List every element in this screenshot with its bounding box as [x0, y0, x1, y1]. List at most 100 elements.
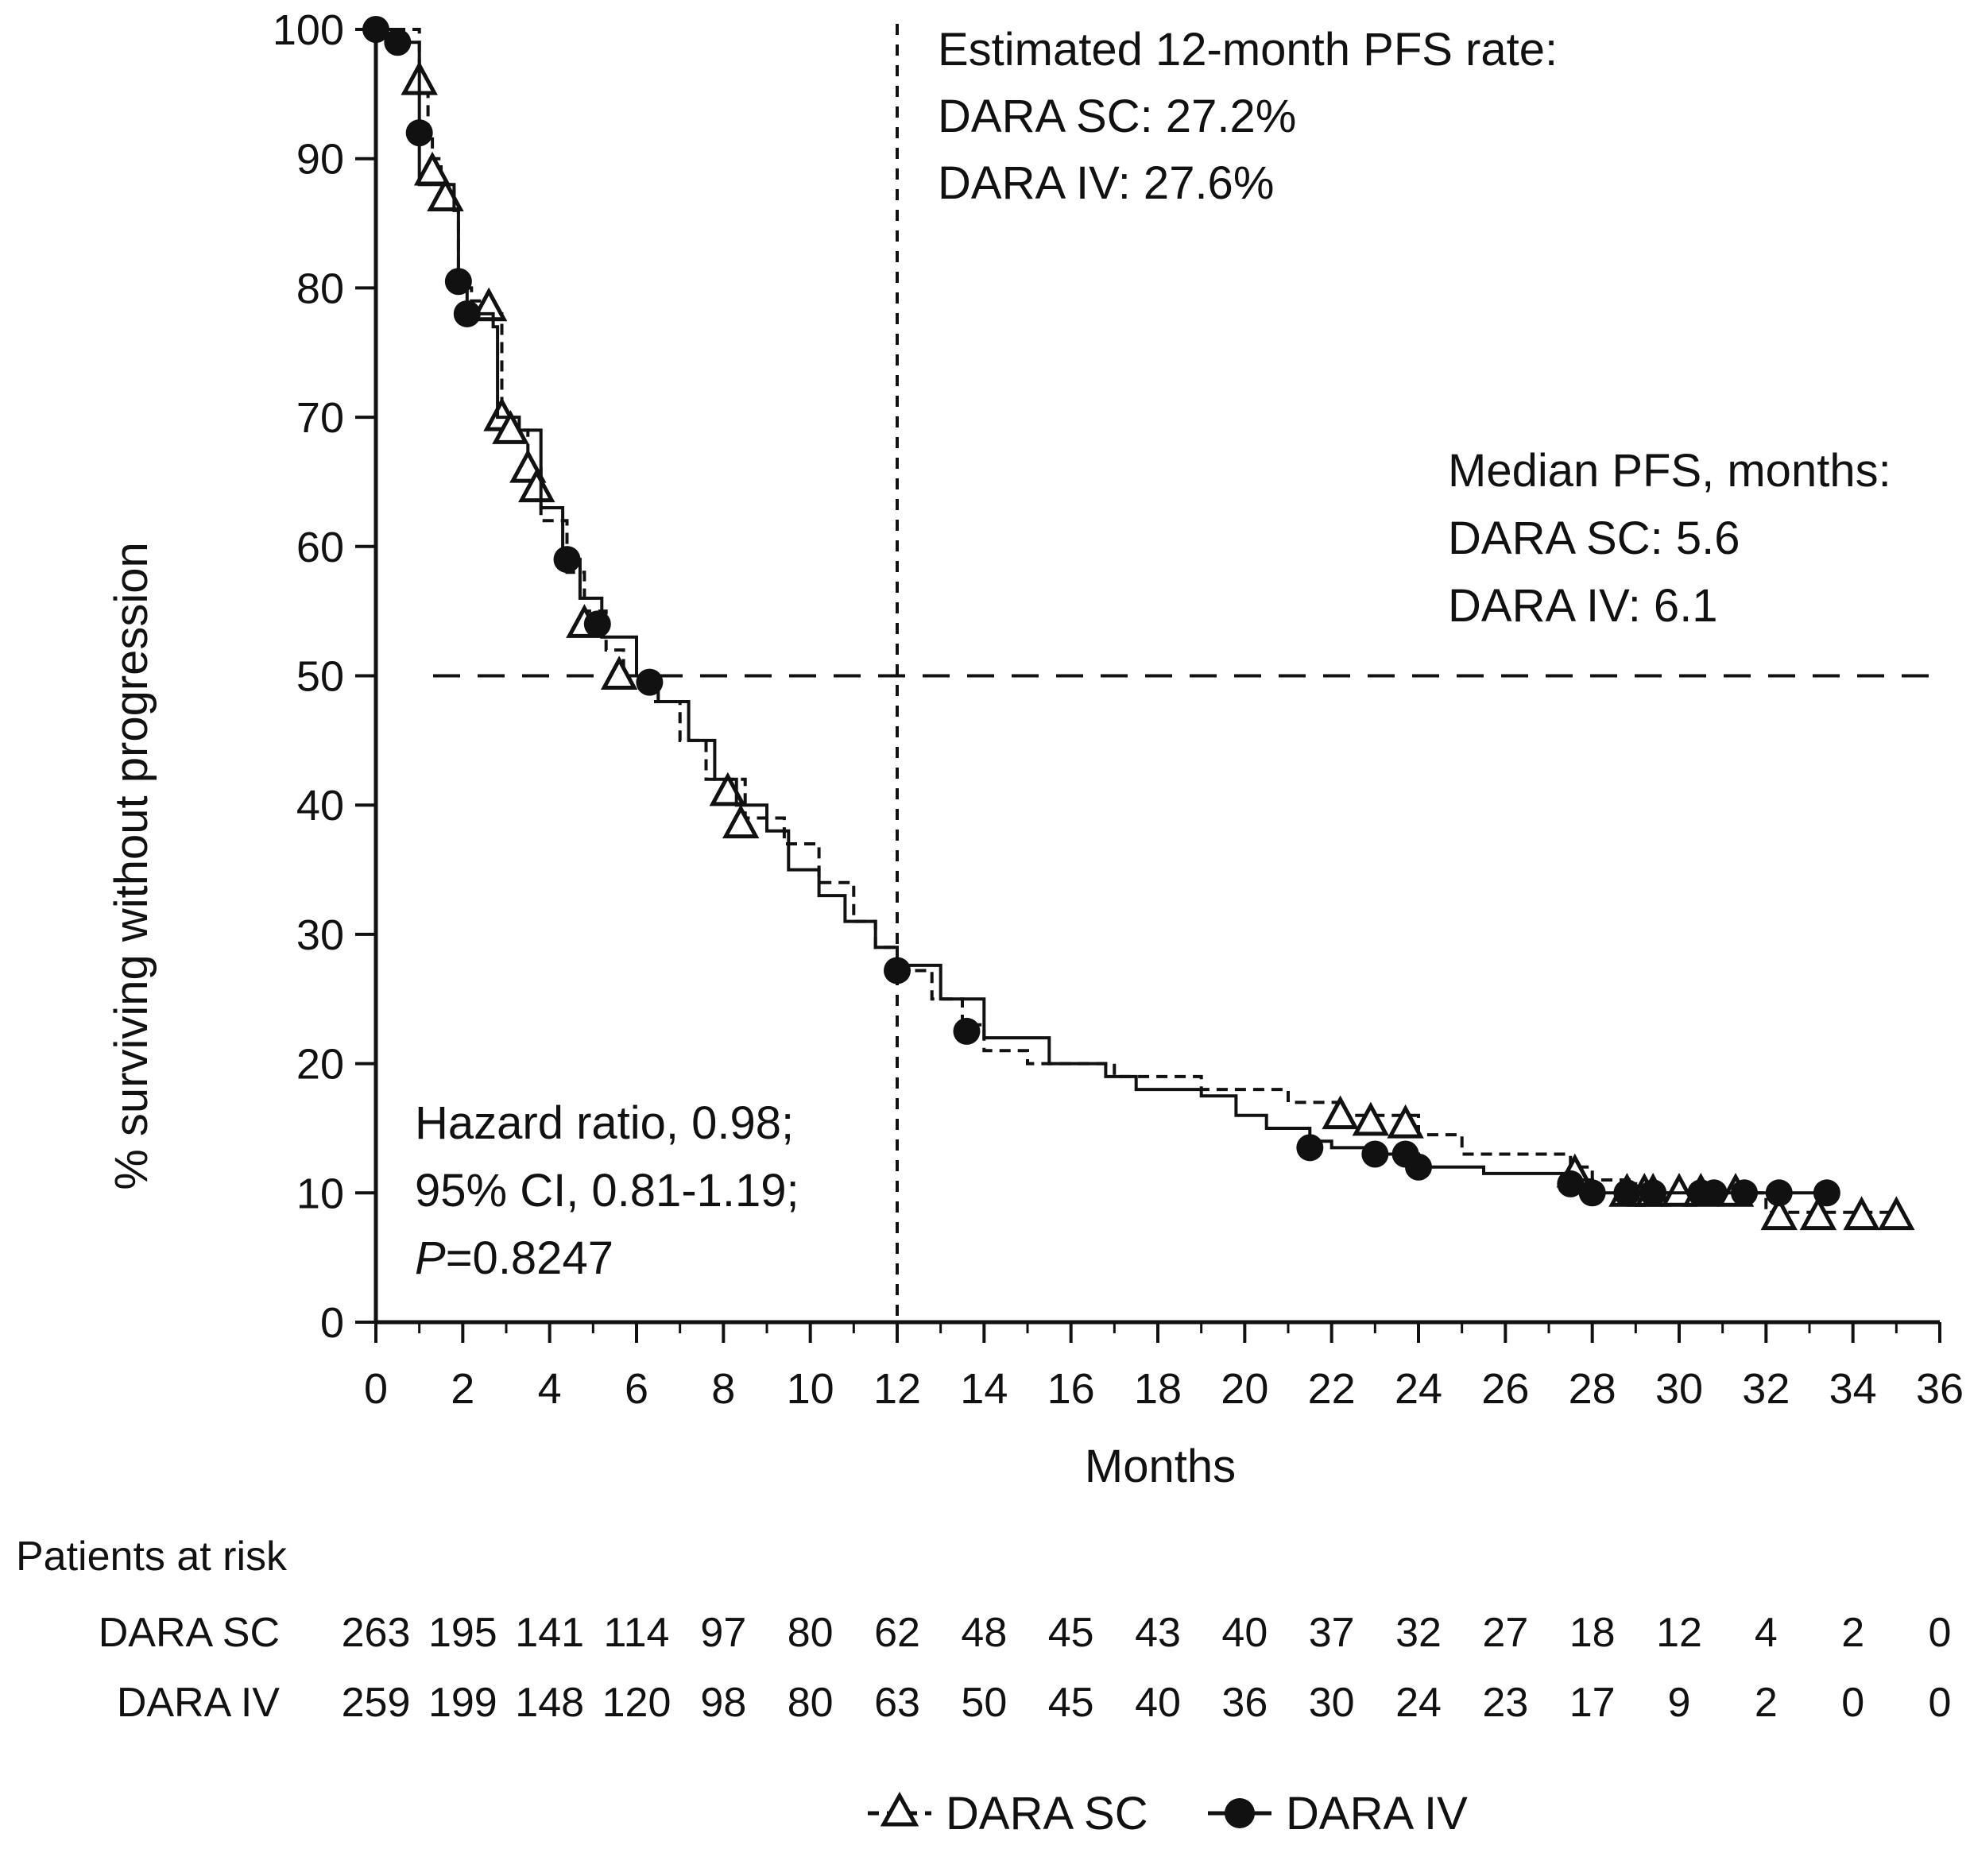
risk-value-iv-16: 45: [1048, 1680, 1094, 1726]
y-tick-label-10: 10: [296, 1170, 344, 1217]
pfs-rate-annotation: Estimated 12-month PFS rate: DARA SC: 27…: [938, 24, 1558, 209]
risk-value-sc-32: 4: [1755, 1610, 1778, 1656]
risk-value-sc-20: 40: [1221, 1610, 1268, 1656]
censor-mark-iv-7: [636, 668, 664, 696]
risk-value-iv-6: 120: [602, 1680, 672, 1726]
series-line-sc: [376, 28, 1897, 1214]
hazard-annotation: Hazard ratio, 0.98; 95% CI, 0.81-1.19; P…: [415, 1097, 799, 1284]
median-pfs-line-2: DARA SC: 5.6: [1448, 513, 1740, 564]
p-value-line: P=0.8247: [415, 1232, 613, 1284]
y-tick-label-0: 0: [320, 1299, 344, 1347]
censor-mark-sc-25: [1878, 1196, 1915, 1231]
censor-mark-sc-22: [1760, 1196, 1798, 1231]
censor-mark-sc-23: [1799, 1196, 1837, 1231]
risk-value-iv-20: 36: [1221, 1680, 1268, 1726]
censor-mark-iv-19: [1700, 1179, 1728, 1207]
y-tick-label-60: 60: [296, 524, 344, 571]
risk-value-iv-22: 30: [1309, 1680, 1355, 1726]
median-pfs-line-1: Median PFS, months:: [1448, 445, 1891, 497]
risk-value-iv-2: 199: [428, 1680, 497, 1726]
censor-mark-sc-12: [1322, 1095, 1359, 1130]
censor-mark-iv-13: [1405, 1153, 1432, 1181]
risk-value-sc-2: 195: [428, 1610, 497, 1656]
censor-mark-iv-5: [553, 546, 581, 574]
x-tick-label-2: 2: [451, 1365, 474, 1413]
median-pfs-line-3: DARA IV: 6.1: [1448, 580, 1718, 632]
reference-lines: [433, 24, 1940, 1322]
y-tick-label-90: 90: [296, 136, 344, 184]
legend-iv-label: DARA IV: [1286, 1788, 1468, 1839]
x-tick-label-36: 36: [1916, 1365, 1964, 1413]
y-tick-label-100: 100: [273, 6, 344, 54]
censor-mark-iv-4: [453, 300, 481, 327]
x-tick-label-22: 22: [1308, 1365, 1356, 1413]
censor-mark-iv-16: [1613, 1179, 1641, 1207]
risk-table-values: 263 195 141 114 97 80 62 48 45 43 40 37 32 27 18 12 4 2 02…: [342, 1610, 1952, 1726]
risk-value-sc-4: 141: [515, 1610, 584, 1656]
x-tick-label-28: 28: [1569, 1365, 1616, 1413]
censor-mark-sc-24: [1843, 1196, 1880, 1231]
risk-value-iv-14: 50: [961, 1680, 1007, 1726]
risk-value-sc-36: 0: [1929, 1610, 1952, 1656]
y-tick-label-80: 80: [296, 265, 344, 312]
x-tick-label-26: 26: [1481, 1365, 1529, 1413]
legend-iv-marker: [1225, 1798, 1255, 1828]
p-symbol: P: [415, 1232, 446, 1284]
censor-mark-iv-10: [1296, 1134, 1324, 1162]
x-tick-label-4: 4: [538, 1365, 562, 1413]
x-tick-label-10: 10: [787, 1365, 834, 1413]
y-tick-label-40: 40: [296, 782, 344, 830]
x-axis-title: Months: [1085, 1441, 1236, 1492]
risk-value-iv-34: 0: [1841, 1680, 1864, 1726]
censor-mark-sc-19: [1660, 1173, 1698, 1207]
censor-mark-iv-2: [405, 119, 433, 147]
legend: DARA SC DARA IV: [868, 1788, 1468, 1839]
risk-value-iv-10: 80: [788, 1680, 834, 1726]
risk-value-sc-6: 114: [604, 1610, 670, 1656]
x-tick-label-32: 32: [1742, 1365, 1790, 1413]
risk-value-sc-30: 12: [1656, 1610, 1702, 1656]
risk-row-label-sc: DARA SC: [99, 1610, 280, 1656]
series-line-iv: [376, 28, 1832, 1195]
x-tick-label-8: 8: [711, 1365, 735, 1413]
censor-mark-iv-15: [1578, 1179, 1606, 1207]
x-tick-label-24: 24: [1395, 1365, 1442, 1413]
risk-value-sc-0: 263: [342, 1610, 411, 1656]
risk-value-iv-26: 23: [1482, 1680, 1528, 1726]
risk-value-iv-12: 63: [874, 1680, 920, 1726]
censor-mark-iv-6: [583, 610, 611, 638]
risk-value-iv-28: 17: [1569, 1680, 1616, 1726]
censor-mark-sc-9: [600, 656, 638, 690]
series-layer: [362, 16, 1915, 1231]
pfs-rate-line-2: DARA SC: 27.2%: [938, 91, 1296, 142]
censor-mark-iv-11: [1361, 1140, 1389, 1168]
risk-table-heading: Patients at risk: [16, 1534, 288, 1580]
x-tick-label-14: 14: [960, 1365, 1008, 1413]
risk-value-iv-4: 148: [515, 1680, 584, 1726]
risk-value-iv-0: 259: [342, 1680, 411, 1726]
censor-mark-iv-9: [953, 1017, 981, 1045]
censor-mark-sc-1: [413, 151, 451, 186]
risk-value-sc-22: 37: [1309, 1610, 1355, 1656]
risk-value-iv-24: 24: [1395, 1680, 1442, 1726]
y-axis-title: % surviving without progression: [106, 542, 157, 1190]
y-tick-label-70: 70: [296, 394, 344, 442]
censor-mark-iv-8: [884, 957, 911, 984]
risk-value-sc-28: 18: [1569, 1610, 1616, 1656]
risk-value-sc-8: 97: [700, 1610, 746, 1656]
x-tick-label-18: 18: [1134, 1365, 1182, 1413]
legend-item-iv: DARA IV: [1208, 1788, 1468, 1839]
legend-sc-marker: [880, 1791, 919, 1827]
censor-mark-sc-14: [1387, 1104, 1424, 1139]
censor-mark-iv-0: [362, 16, 389, 43]
censor-mark-iv-14: [1557, 1170, 1585, 1197]
median-pfs-annotation: Median PFS, months: DARA SC: 5.6 DARA IV…: [1448, 445, 1891, 632]
risk-value-sc-18: 43: [1135, 1610, 1181, 1656]
censor-mark-iv-20: [1731, 1179, 1758, 1207]
censor-mark-iv-22: [1813, 1179, 1840, 1207]
risk-value-iv-32: 2: [1755, 1680, 1778, 1726]
x-tick-label-20: 20: [1221, 1365, 1268, 1413]
risk-value-iv-8: 98: [700, 1680, 746, 1726]
risk-value-iv-30: 9: [1668, 1680, 1691, 1726]
